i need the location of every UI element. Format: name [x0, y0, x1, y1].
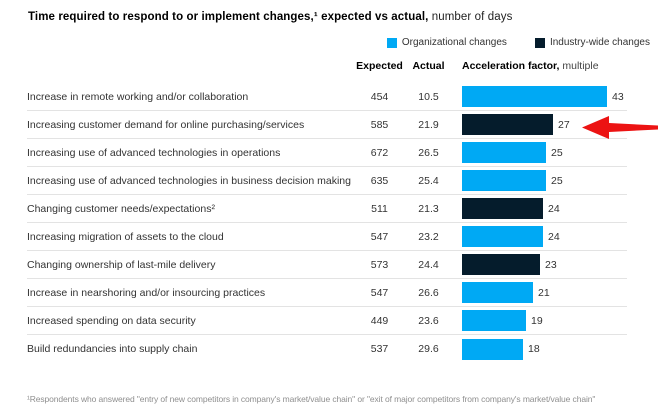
organizational-swatch-icon	[386, 37, 397, 48]
spacer	[27, 60, 352, 72]
acceleration-value: 27	[558, 118, 570, 131]
expected-value: 585	[370, 118, 389, 131]
actual-header: Actual	[412, 60, 445, 72]
chart-title: Time required to respond to or implement…	[0, 0, 658, 23]
column-headers: Expected Actual Acceleration factor, mul…	[27, 60, 627, 72]
table-row: Increasing use of advanced technologies …	[27, 167, 627, 195]
expected-header: Expected	[356, 60, 403, 72]
industry-swatch-icon	[534, 37, 545, 48]
acceleration-value: 21	[538, 286, 550, 299]
acceleration-bar-cell: 21	[450, 282, 627, 303]
change-label: Increasing use of advanced technologies …	[27, 146, 281, 159]
acceleration-bar	[462, 310, 526, 331]
acceleration-value: 43	[612, 90, 624, 103]
acceleration-bar	[462, 282, 533, 303]
legend: Organizational changes Industry-wide cha…	[0, 37, 650, 48]
acceleration-bar-cell: 25	[450, 142, 627, 163]
acceleration-value: 25	[551, 174, 563, 187]
chart-title-unit: number of days	[428, 11, 513, 23]
actual-value: 23.6	[418, 314, 439, 327]
acceleration-header: Acceleration factor, multiple	[450, 60, 627, 72]
expected-value: 449	[370, 314, 389, 327]
chart-title-bold: Time required to respond to or implement…	[28, 11, 429, 23]
footnotes: ¹Respondents who answered "entry of new …	[27, 372, 655, 407]
table-row: Increasing customer demand for online pu…	[27, 111, 627, 139]
acceleration-bar	[462, 170, 546, 191]
expected-value: 537	[370, 343, 389, 355]
expected-value: 511	[371, 202, 388, 215]
actual-value: 25.4	[418, 174, 439, 187]
change-label: Increasing use of advanced technologies …	[27, 174, 351, 187]
expected-value: 635	[370, 174, 389, 187]
data-rows: Increase in remote working and/or collab…	[27, 83, 627, 363]
table-row: Increased spending on data security 449 …	[27, 307, 627, 335]
actual-value: 21.3	[418, 202, 439, 215]
acceleration-value: 23	[545, 258, 557, 271]
actual-value: 26.6	[418, 286, 439, 299]
actual-value: 23.2	[418, 230, 439, 243]
change-label: Build redundancies into supply chain	[27, 343, 198, 355]
acceleration-bar	[462, 198, 543, 219]
change-label: Changing customer needs/expectations²	[27, 202, 215, 215]
red-arrow-icon	[582, 116, 658, 139]
acceleration-bar	[462, 142, 546, 163]
table-row: Build redundancies into supply chain 537…	[27, 335, 627, 363]
acceleration-bar-cell: 27	[450, 114, 627, 135]
actual-value: 26.5	[418, 146, 439, 159]
expected-value: 573	[370, 258, 389, 271]
expected-value: 454	[370, 90, 389, 103]
acceleration-header-bold: Acceleration factor,	[462, 60, 560, 72]
expected-value: 547	[370, 230, 389, 243]
table-row: Changing customer needs/expectations² 51…	[27, 195, 627, 223]
acceleration-bar	[462, 338, 523, 360]
acceleration-bar-cell: 24	[450, 226, 627, 247]
actual-value: 29.6	[418, 343, 439, 355]
change-label: Changing ownership of last-mile delivery	[27, 258, 216, 271]
table-row: Increasing use of advanced technologies …	[27, 139, 627, 167]
table-row: Increase in nearshoring and/or insourcin…	[27, 279, 627, 307]
table-row: Changing ownership of last-mile delivery…	[27, 251, 627, 279]
acceleration-bar-cell: 25	[450, 170, 627, 191]
acceleration-bar-cell: 23	[450, 254, 627, 275]
actual-value: 10.5	[418, 90, 439, 103]
footnote-line: ¹Respondents who answered "entry of new …	[27, 393, 596, 404]
acceleration-bar	[462, 254, 540, 275]
legend-item-organizational: Organizational changes	[386, 37, 507, 48]
change-label: Increase in nearshoring and/or insourcin…	[27, 286, 266, 299]
acceleration-bar	[462, 114, 553, 135]
expected-value: 672	[370, 146, 389, 159]
acceleration-header-unit: multiple	[559, 60, 599, 72]
legend-label: Organizational changes	[401, 37, 507, 48]
change-label: Increasing customer demand for online pu…	[27, 118, 305, 131]
expected-value: 547	[370, 286, 389, 299]
acceleration-value: 24	[548, 202, 560, 215]
acceleration-value: 19	[531, 314, 543, 327]
legend-item-industry: Industry-wide changes	[534, 37, 650, 48]
acceleration-bar-cell: 43	[450, 86, 627, 107]
change-label: Increase in remote working and/or collab…	[27, 90, 249, 103]
acceleration-bar	[462, 86, 607, 107]
acceleration-bar-cell: 24	[450, 198, 627, 219]
table-row: Increase in remote working and/or collab…	[27, 83, 627, 111]
acceleration-value: 25	[551, 146, 563, 159]
actual-value: 21.9	[418, 118, 439, 131]
acceleration-value: 24	[548, 230, 560, 243]
acceleration-bar	[462, 226, 543, 247]
table-row: Increasing migration of assets to the cl…	[27, 223, 627, 251]
change-label: Increased spending on data security	[27, 314, 196, 327]
acceleration-bar-cell: 19	[450, 310, 627, 331]
actual-value: 24.4	[418, 258, 439, 271]
acceleration-value: 18	[528, 343, 540, 355]
acceleration-bar-cell: 18	[450, 338, 627, 360]
legend-label: Industry-wide changes	[549, 37, 650, 48]
change-label: Increasing migration of assets to the cl…	[27, 230, 224, 243]
